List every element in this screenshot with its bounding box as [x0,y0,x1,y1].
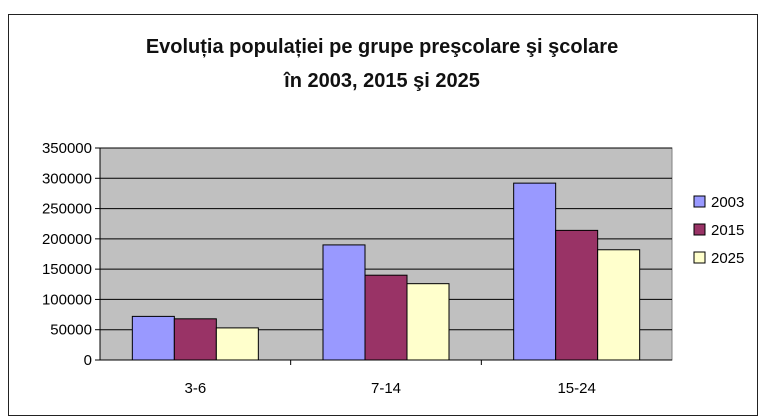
y-tick-label: 300000 [42,170,92,187]
legend-swatch-2003 [693,195,706,208]
bar-2015-3-6 [173,318,217,361]
y-tick-label: 250000 [42,201,92,218]
bar-2003-15-24 [513,182,557,361]
bar-2003-7-14 [322,244,366,361]
y-tick-label: 150000 [42,261,92,278]
y-tick-label: 350000 [42,140,92,157]
y-tick-label: 100000 [42,291,92,308]
legend-label-2025: 2025 [711,250,744,267]
legend-label-2015: 2015 [711,222,744,239]
bar-2025-7-14 [406,283,450,361]
x-tick-label: 15-24 [557,380,595,397]
bar-2015-7-14 [364,274,408,361]
bar-2003-3-6 [131,315,175,361]
y-tick-label: 50000 [50,322,92,339]
legend-swatch-2025 [693,251,706,264]
x-tick-label: 7-14 [371,380,401,397]
legend-label-2003: 2003 [711,194,744,211]
y-tick-label: 0 [84,352,92,369]
legend-swatch-2015 [693,223,706,236]
chart-title-line-1: Evoluția populației pe grupe preşcolare … [145,36,619,58]
x-tick-label: 3-6 [184,380,206,397]
bar-2025-15-24 [597,249,641,361]
y-tick-label: 200000 [42,231,92,248]
bar-2025-3-6 [215,327,259,361]
chart-title-line-2: în 2003, 2015 şi 2025 [284,70,480,92]
bar-2015-15-24 [555,229,599,361]
